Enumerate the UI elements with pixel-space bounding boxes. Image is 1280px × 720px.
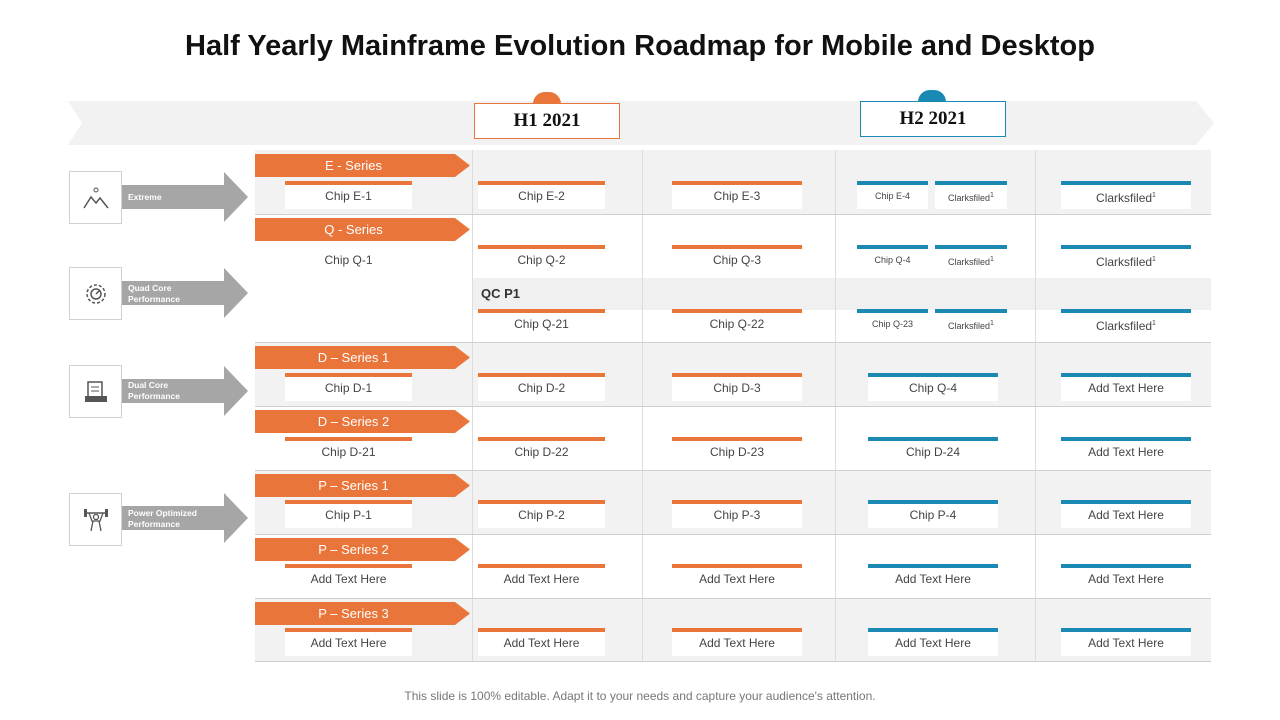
- footnote-mark: 1: [990, 320, 994, 327]
- chip-card: Add Text Here: [1061, 564, 1191, 592]
- category-arrow: [120, 172, 248, 222]
- series-banner-q: Q - Series: [255, 218, 470, 241]
- footnote-mark: 1: [1152, 320, 1156, 327]
- category-arrow: [120, 268, 248, 318]
- chip-card: Add Text Here: [868, 564, 998, 592]
- chip-card: Chip Q-4: [868, 373, 998, 401]
- chip-card: Chip P-1: [285, 500, 412, 528]
- category-label-extreme: Extreme: [128, 192, 162, 202]
- row-divider: [255, 661, 1211, 662]
- category-label-power-optimized: Power Optimized Performance: [128, 508, 197, 529]
- row-divider: [255, 406, 1211, 407]
- footnote-mark: 1: [990, 256, 994, 263]
- series-banner-d2: D – Series 2: [255, 410, 470, 433]
- chip-card: Add Text Here: [478, 628, 605, 656]
- chip-card: Clarksfiled1: [935, 245, 1007, 273]
- series-banner-d1: D – Series 1: [255, 346, 470, 369]
- chip-card: Chip Q-23: [857, 309, 928, 337]
- series-banner-p3: P – Series 3: [255, 602, 470, 625]
- category-label-dual-core: Dual Core Performance: [128, 380, 180, 401]
- footnote-mark: 1: [1152, 192, 1156, 199]
- chip-card: Add Text Here: [478, 564, 605, 592]
- chip-card: Chip D-2: [478, 373, 605, 401]
- footer-note: This slide is 100% editable. Adapt it to…: [404, 689, 876, 703]
- qc-band: [472, 278, 1211, 310]
- weightlifter-icon: [84, 509, 108, 532]
- chip-card: Add Text Here: [672, 564, 802, 592]
- chip-label: Clarksfiled: [1096, 191, 1153, 205]
- chip-card: Chip Q-3: [672, 245, 802, 273]
- chip-card: Add Text Here: [672, 628, 802, 656]
- chip-label: Clarksfiled: [1096, 319, 1153, 333]
- row-divider: [255, 534, 1211, 535]
- footnote-mark: 1: [1152, 256, 1156, 263]
- chip-card: Chip D-1: [285, 373, 412, 401]
- chip-label: Clarksfiled: [1096, 255, 1153, 269]
- chip-card: Chip Q-2: [478, 245, 605, 273]
- chip-card: Chip D-24: [868, 437, 998, 465]
- period-h1-label: H1 2021: [474, 103, 620, 139]
- gear-icon: [86, 284, 106, 304]
- timeline-band: [68, 101, 1214, 145]
- chip-card: Chip E-1: [285, 181, 412, 209]
- chip-card: Chip E-3: [672, 181, 802, 209]
- chip-label: Clarksfiled: [948, 193, 991, 203]
- category-icon-box: [69, 267, 122, 320]
- chip-card: Clarksfiled1: [935, 181, 1007, 209]
- chip-card: Chip D-22: [478, 437, 605, 465]
- chip-card: Add Text Here: [1061, 437, 1191, 465]
- series-banner-p1: P – Series 1: [255, 474, 470, 497]
- chip-card: Add Text Here: [285, 564, 412, 592]
- chip-card: Add Text Here: [1061, 373, 1191, 401]
- chip-card: Chip Q-1: [285, 245, 412, 273]
- footnote-mark: 1: [990, 192, 994, 199]
- chip-card: Add Text Here: [285, 628, 412, 656]
- series-banner-p2: P – Series 2: [255, 538, 470, 561]
- chip-card: Chip Q-22: [672, 309, 802, 337]
- chip-card: Chip P-3: [672, 500, 802, 528]
- chip-card: Clarksfiled1: [1061, 245, 1191, 273]
- h2-marker: [918, 90, 946, 102]
- row-divider: [255, 214, 1211, 215]
- chip-card: Chip D-21: [285, 437, 412, 465]
- chip-card: Add Text Here: [1061, 628, 1191, 656]
- chip-label: Clarksfiled: [948, 321, 991, 331]
- chip-card: Chip P-4: [868, 500, 998, 528]
- h1-marker: [533, 92, 561, 104]
- qc-label: QC P1: [481, 286, 521, 301]
- chip-card: Chip Q-4: [857, 245, 928, 273]
- row-divider: [255, 342, 1211, 343]
- chip-card: Clarksfiled1: [1061, 181, 1191, 209]
- chip-card: Clarksfiled1: [1061, 309, 1191, 337]
- category-icon-box: [69, 493, 122, 546]
- chip-label: Clarksfiled: [948, 257, 991, 267]
- chip-card: Clarksfiled1: [935, 309, 1007, 337]
- document-icon: [85, 381, 107, 402]
- category-arrow: [120, 366, 248, 416]
- category-icon-box: [69, 171, 122, 224]
- chip-card: Add Text Here: [868, 628, 998, 656]
- chip-card: Chip D-23: [672, 437, 802, 465]
- chip-card: Chip E-4: [857, 181, 928, 209]
- chip-card: Chip D-3: [672, 373, 802, 401]
- chip-card: Add Text Here: [1061, 500, 1191, 528]
- mountain-icon: [83, 187, 109, 209]
- roadmap-grid: QC P1 E - Series Q - Series D – Series 1…: [255, 150, 1211, 662]
- period-h2-label: H2 2021: [860, 101, 1006, 137]
- category-arrow: [120, 493, 248, 543]
- page-title: Half Yearly Mainframe Evolution Roadmap …: [185, 30, 1095, 62]
- row-divider: [255, 598, 1211, 599]
- chip-card: Chip E-2: [478, 181, 605, 209]
- category-icon-box: [69, 365, 122, 418]
- category-label-quad-core: Quad Core Performance: [128, 283, 180, 304]
- chip-card: Chip Q-21: [478, 309, 605, 337]
- series-banner-e: E - Series: [255, 154, 470, 177]
- chip-card: Chip P-2: [478, 500, 605, 528]
- row-divider: [255, 470, 1211, 471]
